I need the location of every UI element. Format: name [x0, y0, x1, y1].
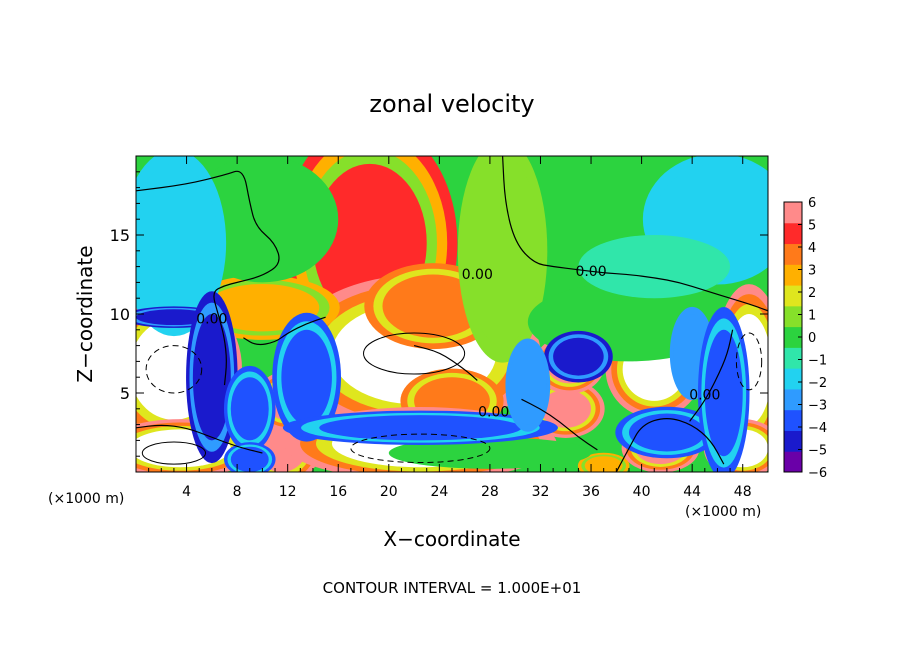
- colorbar: 6 5 4 3 2 1 0 −1 −2 −3 −4 −5 −6: [783, 196, 827, 481]
- field-blob: [388, 437, 592, 469]
- colorbar-swatch: [784, 305, 802, 328]
- zero-contour: [136, 424, 263, 454]
- contour-label: 0.00: [689, 387, 720, 403]
- velocity-field: [136, 156, 768, 472]
- y-tick-label: 5: [120, 384, 130, 403]
- colorbar-swatch: [784, 326, 802, 348]
- colorbar-tick-label: 4: [808, 241, 816, 256]
- colorbar-tick-label: −2: [808, 376, 827, 391]
- colorbar-tick-label: −5: [808, 444, 827, 459]
- x-tick-label: 24: [430, 484, 448, 500]
- contour-lines: [136, 156, 768, 472]
- x-tick-label: 28: [481, 484, 499, 500]
- zero-contour: [521, 398, 598, 451]
- contour-loop: [145, 345, 203, 394]
- zero-contour: [413, 345, 478, 381]
- colorbar-swatch: [784, 222, 802, 245]
- field-blob: [281, 329, 332, 425]
- contour-loop: [363, 332, 466, 375]
- x-tick-label: 8: [233, 484, 242, 500]
- field-blob: [230, 446, 269, 472]
- field-blob: [205, 283, 320, 332]
- contour-label: 0.00: [462, 267, 493, 283]
- x-tick-label: 32: [532, 484, 550, 500]
- colorbar-tick-label: 1: [808, 309, 816, 324]
- x-axis-label: X−coordinate: [383, 527, 520, 551]
- zero-contour: [615, 418, 725, 472]
- contour-loop: [350, 433, 491, 464]
- y-axis-ticks: 5 10 15: [110, 171, 768, 457]
- field-blob: [230, 377, 269, 441]
- colorbar-tick-label: 2: [808, 286, 816, 301]
- colorbar-tick-label: −3: [808, 399, 827, 414]
- colorbar-swatch: [784, 368, 802, 390]
- x-axis-ticks: 4 8 12 16 20 24 28 32 36 40 44 48: [148, 156, 756, 500]
- field-blob: [553, 337, 604, 376]
- field-blob: [508, 345, 547, 425]
- y-tick-label: 15: [110, 226, 130, 245]
- x-tick-label: 44: [683, 484, 701, 500]
- field-blob: [319, 415, 522, 441]
- field-blob: [136, 163, 219, 322]
- zero-contour: [502, 156, 768, 312]
- zero-contour: [689, 329, 734, 422]
- x-tick-label: 36: [582, 484, 600, 500]
- zero-contour: [136, 170, 280, 386]
- colorbar-tick-label: 5: [808, 219, 816, 234]
- x-tick-label: 48: [734, 484, 752, 500]
- colorbar-swatch: [784, 430, 802, 452]
- field-blob: [192, 314, 231, 441]
- x-tick-label: 20: [380, 484, 398, 500]
- colorbar-tick-label: 6: [808, 196, 816, 211]
- colorbar-tick-label: −6: [808, 466, 827, 481]
- x-tick-label: 4: [182, 484, 191, 500]
- colorbar-swatch: [784, 347, 802, 369]
- zero-contour: [243, 316, 326, 346]
- contour-label: 0.00: [575, 264, 606, 280]
- y-tick-label: 10: [110, 305, 130, 324]
- colorbar-tick-label: −1: [808, 354, 827, 369]
- contour-interval-note: CONTOUR INTERVAL = 1.000E+01: [323, 579, 582, 597]
- field-blob: [464, 156, 541, 346]
- field-blob: [704, 329, 743, 457]
- colorbar-tick-label: 0: [808, 331, 816, 346]
- colorbar-swatch: [784, 285, 802, 307]
- x-tick-label: 40: [633, 484, 651, 500]
- contour-label: 0.00: [478, 405, 509, 421]
- field-blob: [578, 235, 731, 299]
- x-tick-label: 16: [329, 484, 347, 500]
- colorbar-swatch: [784, 202, 802, 224]
- contour-loop: [141, 441, 207, 465]
- colorbar-swatch: [784, 451, 802, 473]
- field-blob: [584, 456, 623, 472]
- x-tick-label: 12: [279, 484, 297, 500]
- field-blob: [540, 389, 592, 428]
- contour-labels: 0.00 0.00 0.00 0.00 0.00: [196, 264, 720, 421]
- colorbar-tick-label: −4: [808, 421, 827, 436]
- contour-label: 0.00: [196, 311, 227, 327]
- y-axis-label: Z−coordinate: [73, 245, 97, 382]
- colorbar-swatch: [784, 388, 802, 411]
- chart-title: zonal velocity: [369, 90, 534, 118]
- contour-loop: [735, 332, 763, 391]
- field-blob: [382, 274, 484, 338]
- colorbar-swatch: [784, 264, 802, 286]
- colorbar-swatch: [784, 243, 802, 265]
- colorbar-swatch: [784, 409, 802, 431]
- x-unit-right: (×1000 m): [685, 504, 761, 520]
- x-unit-left: (×1000 m): [48, 491, 124, 507]
- colorbar-tick-label: 3: [808, 264, 816, 279]
